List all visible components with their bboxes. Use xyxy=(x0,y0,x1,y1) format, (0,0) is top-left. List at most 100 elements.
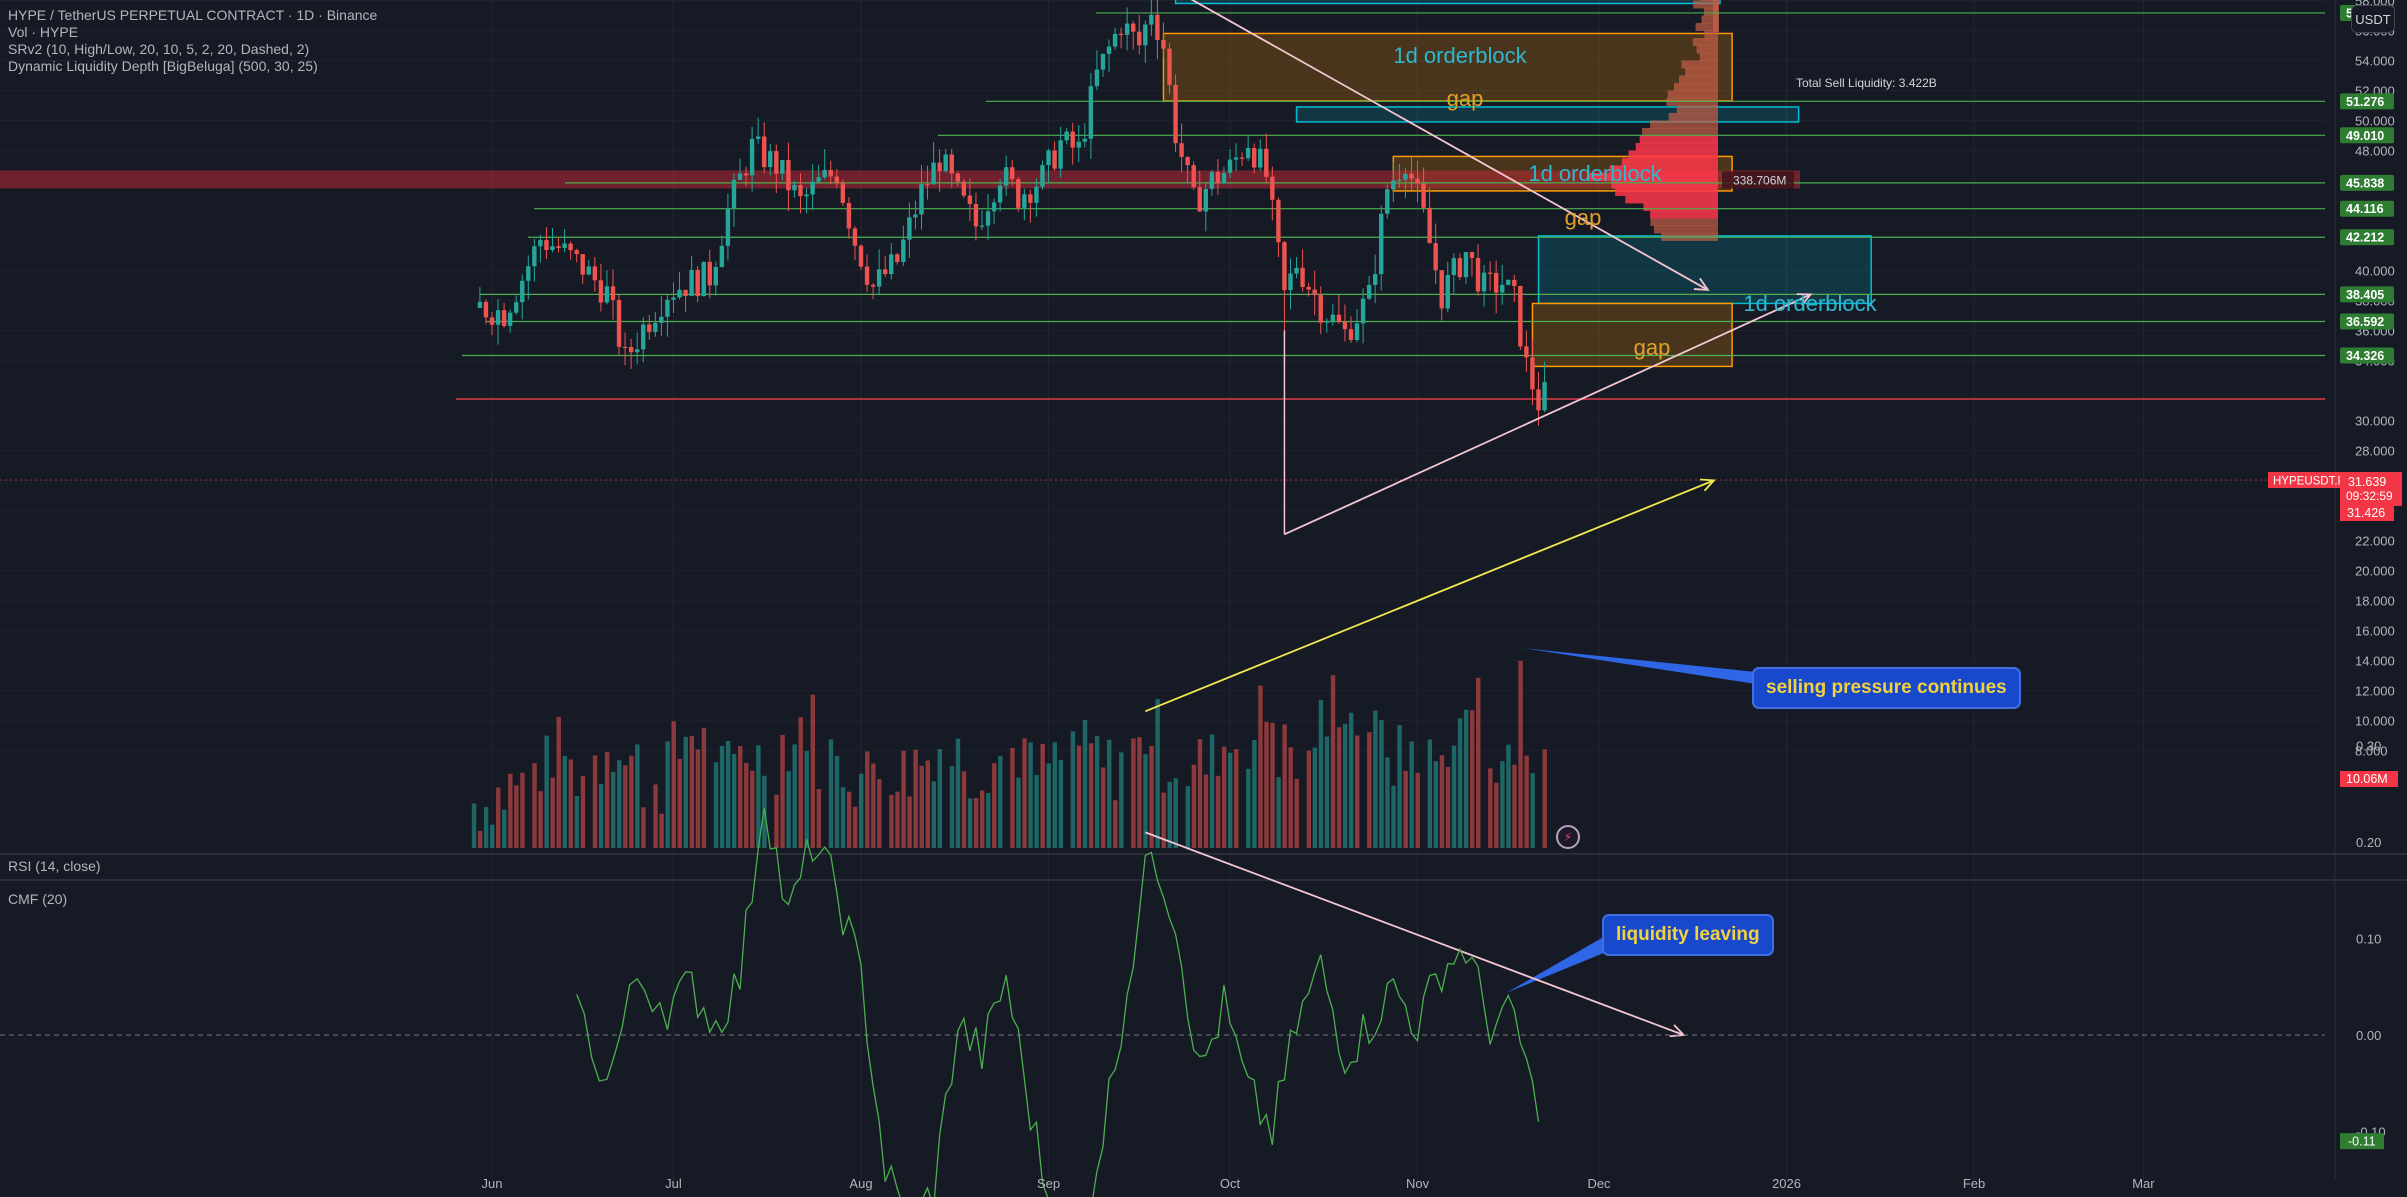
candle-body xyxy=(634,349,640,353)
candle-body xyxy=(931,162,936,185)
volume-bar xyxy=(1052,742,1057,848)
cmf-tick-label: 0.10 xyxy=(2356,932,2381,947)
volume-bar xyxy=(568,759,574,848)
liquidity-profile-bar xyxy=(1696,45,1718,54)
candle-body xyxy=(804,194,809,197)
volume-bar xyxy=(635,744,640,848)
candle-body xyxy=(1070,131,1075,148)
candle-body xyxy=(913,214,918,218)
volume-bar xyxy=(532,763,537,848)
candle-body xyxy=(610,286,616,301)
candle-body xyxy=(792,184,797,191)
candle-body xyxy=(907,217,912,240)
liquidity-depth-legend[interactable]: Dynamic Liquidity Depth [BigBeluga] (500… xyxy=(8,58,318,74)
volume-bar xyxy=(1294,778,1299,848)
volume-bar xyxy=(756,745,761,848)
price-tick-label: 20.000 xyxy=(2355,563,2395,578)
cmf-pane-label[interactable]: CMF (20) xyxy=(8,891,68,907)
liquidity-profile xyxy=(0,0,1800,241)
candle-body xyxy=(586,266,591,275)
candle-body xyxy=(1215,171,1221,184)
candle-body xyxy=(520,280,525,303)
volume-bar xyxy=(1209,734,1215,848)
candle-body xyxy=(1506,279,1511,285)
volume-bar xyxy=(580,775,586,848)
candle-body xyxy=(967,195,973,205)
orderblock-zone xyxy=(1295,106,1800,123)
volume-bar xyxy=(544,735,549,848)
volume-bar xyxy=(1070,731,1076,848)
time-tick-label: Dec xyxy=(1587,1176,1611,1191)
liquidity-profile-bar xyxy=(1621,157,1718,166)
rising-support-line-head xyxy=(1796,293,1813,306)
candle-body xyxy=(955,173,960,182)
candle-body xyxy=(919,184,924,215)
volume-bar xyxy=(1451,745,1457,848)
candle-body xyxy=(991,202,997,212)
volume-bar xyxy=(1161,792,1166,848)
volume-bar xyxy=(483,806,489,848)
lightning-icon[interactable]: ⚡ xyxy=(1556,825,1580,849)
volume-bar xyxy=(1076,745,1082,848)
volume-legend[interactable]: Vol · HYPE xyxy=(8,24,79,40)
candle-body xyxy=(1475,257,1481,292)
candle-body xyxy=(1088,86,1094,139)
candle-body xyxy=(501,310,507,326)
price-tick-label: 28.000 xyxy=(2355,443,2395,458)
candle-body xyxy=(622,346,628,349)
cmf-tick-label: 0.30 xyxy=(2356,739,2381,754)
volume-trendline xyxy=(1144,479,1715,713)
srv2-legend[interactable]: SRv2 (10, High/Low, 20, 10, 5, 2, 20, Da… xyxy=(8,41,310,57)
last-price-value: 31.639 xyxy=(2348,475,2386,489)
rsi-pane-label[interactable]: RSI (14, close) xyxy=(8,858,101,874)
liquidity-profile-bar xyxy=(1586,172,1718,181)
candle-body xyxy=(834,176,840,184)
volume-bar xyxy=(992,763,997,848)
candle-body xyxy=(828,169,833,177)
candle-body xyxy=(707,261,712,286)
currency-button[interactable]: USDT xyxy=(2351,5,2395,33)
gap-label: gap xyxy=(1447,86,1484,111)
volume-bar xyxy=(1264,721,1269,848)
candle-body xyxy=(1300,267,1305,287)
candle-body xyxy=(538,240,543,247)
candle-body xyxy=(641,324,646,350)
volume-bar xyxy=(725,740,731,848)
volume-bar xyxy=(550,777,555,848)
candle-body xyxy=(1354,323,1360,340)
liquidity-profile-bar xyxy=(1653,225,1718,234)
price-tick-label: 16.000 xyxy=(2355,623,2395,638)
candle-body xyxy=(1064,131,1069,141)
volume-bar xyxy=(1010,747,1015,848)
candle-body xyxy=(556,246,561,249)
volume-bar xyxy=(677,758,682,848)
candle-body xyxy=(1203,188,1209,212)
candle-body xyxy=(925,184,930,186)
candle-body xyxy=(1227,159,1233,173)
price-tick-label: 18.000 xyxy=(2355,593,2395,608)
volume-bar xyxy=(1082,719,1088,848)
volume-bar xyxy=(925,760,930,848)
volume-bar xyxy=(1100,767,1106,848)
volume-bar xyxy=(816,789,822,848)
volume-bar xyxy=(834,755,840,848)
time-tick-label: Oct xyxy=(1220,1176,1241,1191)
volume-bar xyxy=(840,787,846,848)
candle-body xyxy=(683,289,688,297)
cmf-tick-label: 0.00 xyxy=(2356,1028,2381,1043)
volume-bar xyxy=(538,791,543,848)
candle-body xyxy=(1034,186,1039,203)
low-price-tag xyxy=(2340,505,2394,521)
volume-bar xyxy=(1385,757,1390,848)
candle-body xyxy=(1542,381,1547,411)
candle-body xyxy=(985,211,991,226)
volume-bar xyxy=(1131,738,1136,848)
sr-level-value: 51.276 xyxy=(2346,95,2384,109)
volume-bar xyxy=(1137,737,1142,848)
volume-bar xyxy=(623,765,628,848)
liquidity-profile-bar xyxy=(1699,52,1718,61)
volume-bar xyxy=(562,755,567,848)
price-tick-label: 10.000 xyxy=(2355,713,2395,728)
candle-body xyxy=(1445,275,1450,309)
